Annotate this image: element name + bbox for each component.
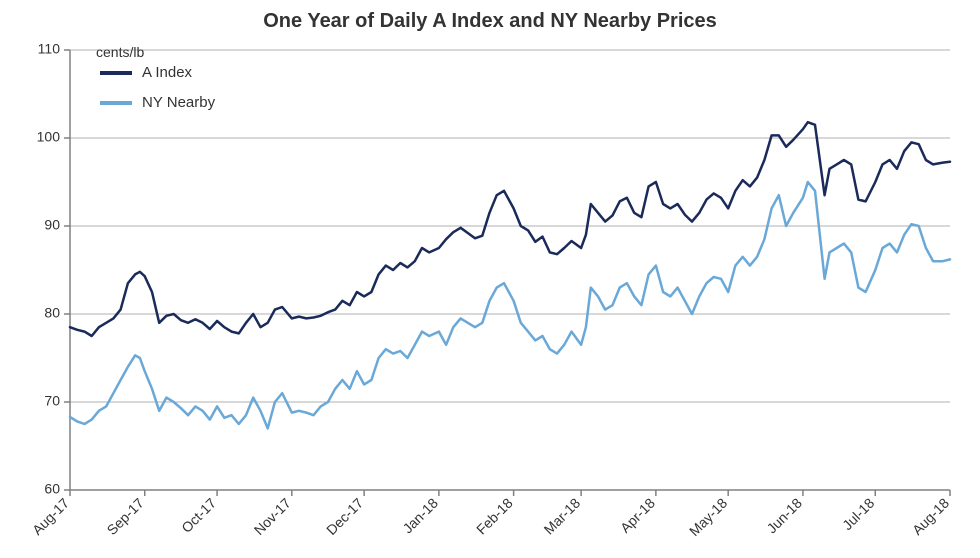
svg-text:Jan-18: Jan-18	[399, 495, 441, 537]
series-group	[70, 122, 950, 428]
legend-item-a_index: A Index	[100, 64, 193, 81]
svg-text:Feb-18: Feb-18	[473, 495, 516, 538]
legend: A Index NY Nearby	[100, 64, 216, 111]
svg-text:70: 70	[44, 393, 60, 409]
svg-text:Jun-18: Jun-18	[763, 495, 805, 537]
svg-text:Dec-17: Dec-17	[323, 495, 366, 538]
series-ny_nearby	[70, 182, 950, 428]
svg-text:Apr-18: Apr-18	[617, 495, 658, 536]
gridlines	[70, 50, 950, 490]
svg-text:Sep-17: Sep-17	[104, 495, 147, 538]
svg-text:NY Nearby: NY Nearby	[142, 94, 216, 111]
y-axis-unit-label: cents/lb	[96, 44, 144, 60]
svg-text:100: 100	[37, 129, 61, 145]
svg-text:Mar-18: Mar-18	[541, 495, 584, 538]
svg-text:Nov-17: Nov-17	[251, 495, 294, 538]
svg-text:Oct-17: Oct-17	[178, 495, 219, 536]
svg-text:110: 110	[38, 41, 61, 57]
chart-svg: 60 70 80 90 100 110 Aug-17 Sep-17 Oct-17 Nov-17 D…	[0, 0, 980, 558]
svg-text:A Index: A Index	[142, 64, 193, 81]
svg-text:Jul-18: Jul-18	[839, 495, 877, 533]
svg-text:60: 60	[44, 481, 60, 497]
chart-container: One Year of Daily A Index and NY Nearby …	[0, 0, 980, 558]
y-axis: 60 70 80 90 100 110	[37, 41, 70, 497]
svg-text:May-18: May-18	[686, 495, 730, 539]
svg-text:Aug-17: Aug-17	[29, 495, 72, 538]
svg-text:90: 90	[44, 217, 60, 233]
svg-text:80: 80	[44, 305, 60, 321]
x-axis: Aug-17 Sep-17 Oct-17 Nov-17 Dec-17 Jan-18 Feb-…	[29, 490, 952, 539]
legend-item-ny_nearby: NY Nearby	[100, 94, 216, 111]
svg-text:Aug-18: Aug-18	[909, 495, 952, 538]
